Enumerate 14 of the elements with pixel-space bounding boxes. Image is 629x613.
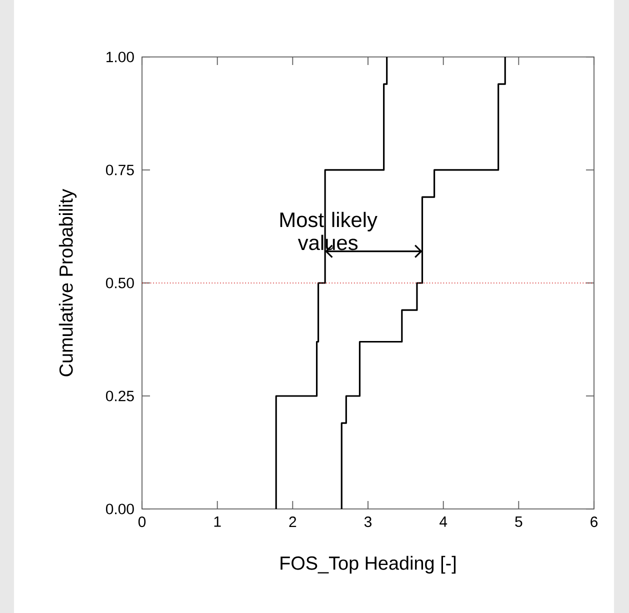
y-tick-label: 1.00 — [106, 52, 134, 62]
y-tick-label: 0.25 — [106, 390, 134, 402]
x-tick-label: 0 — [138, 516, 146, 528]
y-tick-label: 0.50 — [106, 278, 134, 288]
x-tick-label: 3 — [364, 516, 372, 528]
x-tick-label: 5 — [515, 516, 522, 527]
y-axis-title: Cumulative Probability — [58, 188, 77, 376]
x-axis-title: FOS_Top Heading [-] — [280, 556, 456, 574]
x-tick-label: 1 — [214, 516, 221, 527]
y-tick-label: 0.00 — [106, 504, 134, 514]
x-tick-label: 2 — [289, 516, 296, 527]
x-tick-label: 4 — [440, 516, 448, 527]
y-tick-label: 0.75 — [106, 164, 134, 176]
x-tick-label: 6 — [590, 516, 598, 528]
